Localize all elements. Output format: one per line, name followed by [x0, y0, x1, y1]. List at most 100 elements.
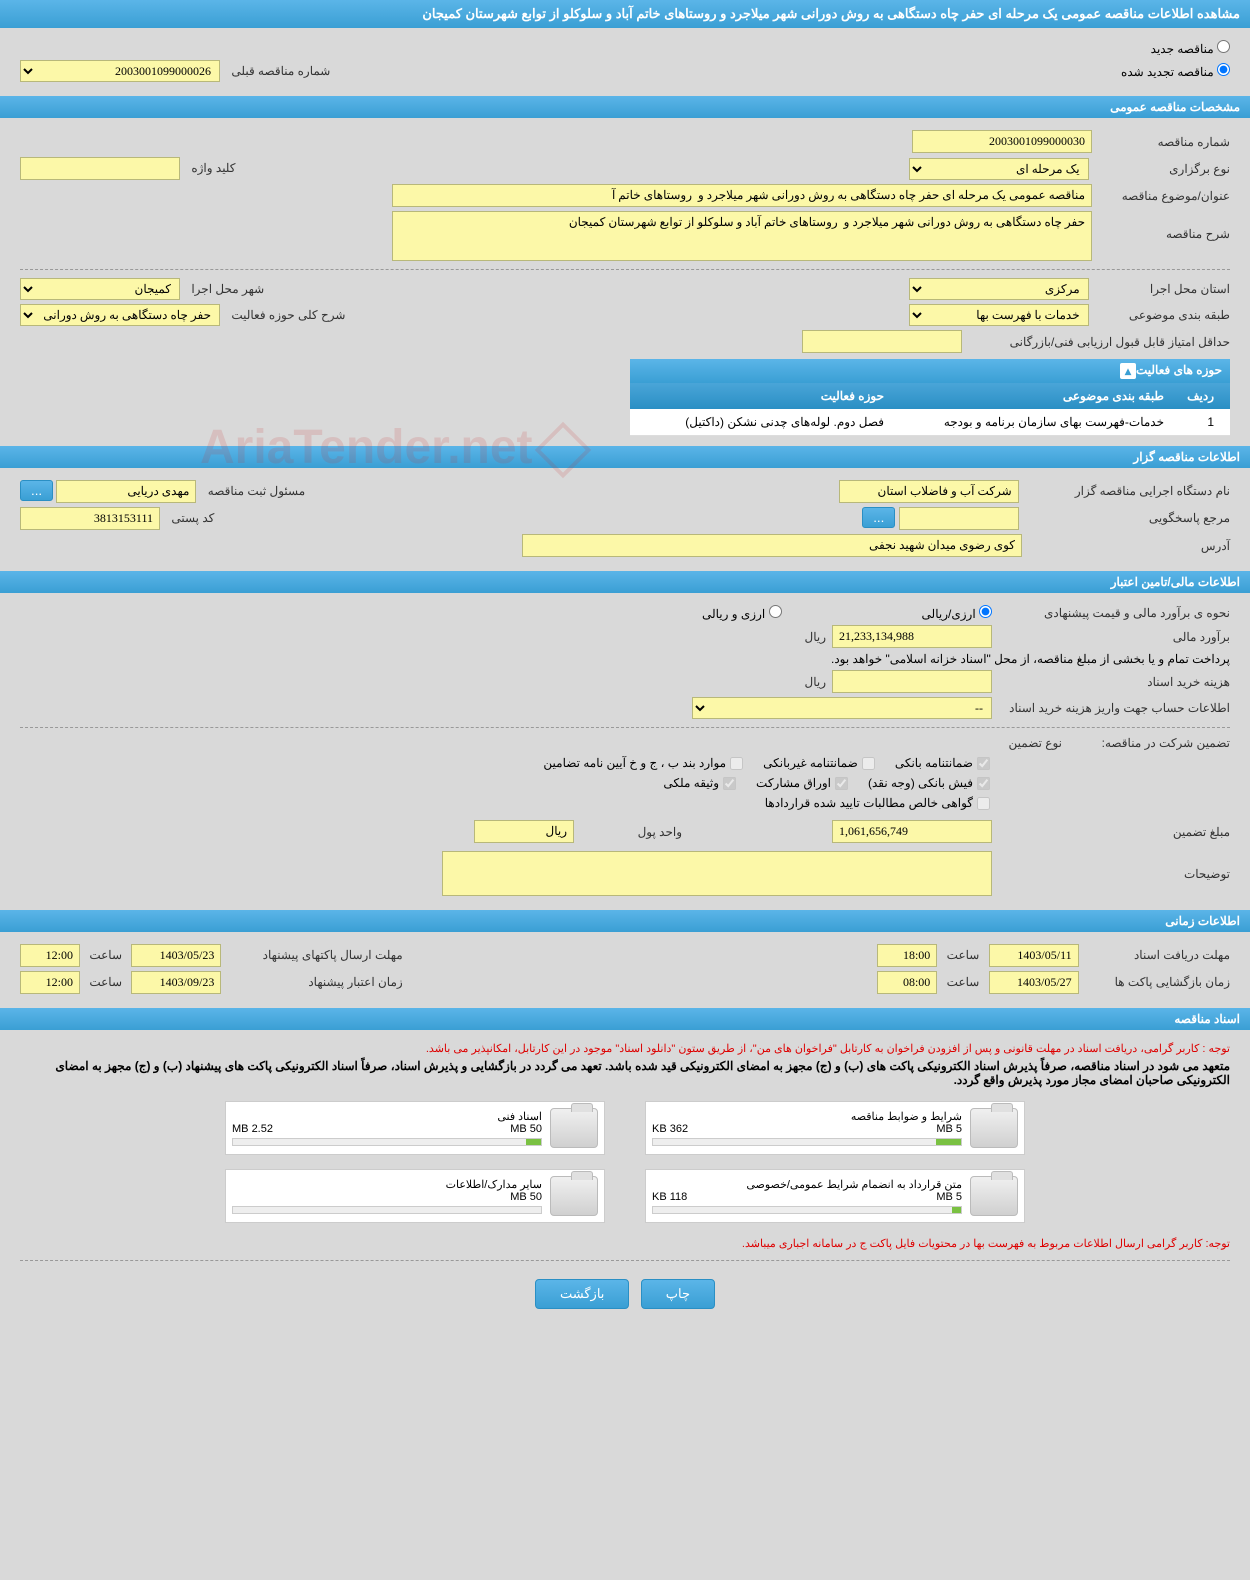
- radio-currency[interactable]: ارزی و ریالی: [702, 605, 782, 621]
- doc-receive-date-input[interactable]: [989, 944, 1079, 967]
- doc-fee-input[interactable]: [832, 670, 992, 693]
- account-info-select[interactable]: --: [692, 697, 992, 719]
- cell-idx: 1: [1172, 413, 1222, 431]
- print-button[interactable]: چاپ: [641, 1279, 715, 1309]
- chk-property[interactable]: وثیقه ملکی: [663, 776, 736, 790]
- activity-scope-select[interactable]: حفر چاه دستگاهی به روش دورانی شهر میلاجر…: [20, 304, 220, 326]
- validity-label: زمان اعتبار پیشنهاد: [233, 975, 403, 989]
- col-row: ردیف: [1172, 387, 1222, 405]
- description-textarea[interactable]: [392, 211, 1092, 261]
- response-ref-label: مرجع پاسخگویی: [1030, 511, 1230, 525]
- radio-renewed-tender[interactable]: مناقصه تجدید شده: [1121, 63, 1230, 79]
- doc-fee-label: هزینه خرید اسناد: [1000, 675, 1230, 689]
- subject-input[interactable]: [392, 184, 1092, 207]
- back-button[interactable]: بازگشت: [535, 1279, 629, 1309]
- packet-send-date-input[interactable]: [131, 944, 221, 967]
- response-ref-input[interactable]: [899, 507, 1019, 530]
- keyword-input[interactable]: [20, 157, 180, 180]
- executive-name-input[interactable]: [839, 480, 1019, 503]
- address-label: آدرس: [1030, 539, 1230, 553]
- page-title: مشاهده اطلاعات مناقصه عمومی یک مرحله ای …: [0, 0, 1250, 28]
- prev-number-label: شماره مناقصه قبلی: [231, 64, 330, 78]
- docs-note2: متعهد می شود در اسناد مناقصه، صرفاً پذیر…: [20, 1059, 1230, 1087]
- packet-send-deadline-label: مهلت ارسال پاکتهای پیشنهاد: [233, 948, 403, 962]
- doc-fee-currency: ریال: [746, 675, 826, 689]
- doc-receive-deadline-label: مهلت دریافت اسناد: [1090, 948, 1230, 962]
- holding-type-select[interactable]: یک مرحله ای: [909, 158, 1089, 180]
- estimate-input[interactable]: [832, 625, 992, 648]
- time-label-2: ساعت: [89, 948, 122, 962]
- executive-name-label: نام دستگاه اجرایی مناقصه گزار: [1030, 484, 1230, 498]
- section-time-info: اطلاعات زمانی: [0, 910, 1250, 932]
- min-score-input[interactable]: [802, 330, 962, 353]
- validity-date-input[interactable]: [131, 971, 221, 994]
- money-unit-input[interactable]: [474, 820, 574, 843]
- opening-date-input[interactable]: [989, 971, 1079, 994]
- time-label-4: ساعت: [89, 975, 122, 989]
- exec-city-select[interactable]: کمیجان: [20, 278, 180, 300]
- opening-label: زمان بازگشایی پاکت ها: [1090, 975, 1230, 989]
- money-unit-label: واحد پول: [582, 825, 682, 839]
- activity-table-header: حوزه های فعالیت ▴: [630, 359, 1230, 383]
- section-tender-docs: اسناد مناقصه: [0, 1008, 1250, 1030]
- radio-new-tender[interactable]: مناقصه جدید: [1151, 40, 1230, 56]
- collapse-icon[interactable]: ▴: [1120, 363, 1136, 379]
- guarantee-amount-input[interactable]: [832, 820, 992, 843]
- notes-textarea[interactable]: [442, 851, 992, 896]
- file-box-2[interactable]: متن قرارداد به انضمام شرایط عمومی/خصوصی …: [645, 1169, 1025, 1223]
- exec-province-label: استان محل اجرا: [1100, 282, 1230, 296]
- treasury-note: پرداخت تمام و یا بخشی از مبلغ مناقصه، از…: [831, 652, 1230, 666]
- exec-city-label: شهر محل اجرا: [191, 282, 264, 296]
- exec-province-select[interactable]: مرکزی: [909, 278, 1089, 300]
- file-box-0[interactable]: شرایط و ضوابط مناقصه 5 MB362 KB: [645, 1101, 1025, 1155]
- registrant-lookup-button[interactable]: ...: [20, 480, 53, 501]
- estimate-method-label: نحوه ی برآورد مالی و قیمت پیشنهادی: [1000, 606, 1230, 620]
- validity-time-input[interactable]: [20, 971, 80, 994]
- subject-label: عنوان/موضوع مناقصه: [1100, 189, 1230, 203]
- chk-nonbank-guarantee[interactable]: ضمانتنامه غیربانکی: [763, 756, 875, 770]
- col-category: طبقه بندی موضوعی: [892, 387, 1172, 405]
- packet-send-time-input[interactable]: [20, 944, 80, 967]
- doc-receive-time-input[interactable]: [877, 944, 937, 967]
- table-row: 1 خدمات-فهرست بهای سازمان برنامه و بودجه…: [630, 409, 1230, 436]
- address-input[interactable]: [522, 534, 1022, 557]
- activity-table-title: حوزه های فعالیت: [1136, 363, 1222, 379]
- time-label-3: ساعت: [947, 975, 980, 989]
- notes-label: توضیحات: [1000, 851, 1230, 881]
- file-title-3: سایر مدارک/اطلاعات: [232, 1178, 542, 1191]
- holding-type-label: نوع برگزاری: [1100, 162, 1230, 176]
- description-label: شرح مناقصه: [1100, 211, 1230, 241]
- guarantee-amount-label: مبلغ تضمین: [1000, 825, 1230, 839]
- prev-number-select[interactable]: 2003001099000026: [20, 60, 220, 82]
- response-ref-lookup-button[interactable]: ...: [862, 507, 895, 528]
- docs-note3: توجه: کاربر گرامی ارسال اطلاعات مربوط به…: [20, 1237, 1230, 1250]
- postal-code-input[interactable]: [20, 507, 160, 530]
- chk-partnership[interactable]: اوراق مشارکت: [756, 776, 848, 790]
- chk-bank-guarantee[interactable]: ضمانتنامه بانکی: [895, 756, 990, 770]
- tender-number-label: شماره مناقصه: [1100, 135, 1230, 149]
- section-financial-info: اطلاعات مالی/تامین اعتبار: [0, 571, 1250, 593]
- min-score-label: حداقل امتیاز قابل قبول ارزیابی فنی/بازرگ…: [970, 335, 1230, 349]
- tender-number-input[interactable]: [912, 130, 1092, 153]
- registrant-input[interactable]: [56, 480, 196, 503]
- activity-scope-label: شرح کلی حوزه فعالیت: [231, 308, 345, 322]
- opening-time-input[interactable]: [877, 971, 937, 994]
- cell-scope: فصل دوم. لوله‌های چدنی نشکن (داکتیل): [638, 413, 892, 431]
- docs-note1: توجه : کاربر گرامی، دریافت اسناد در مهلت…: [20, 1042, 1230, 1055]
- registrant-label: مسئول ثبت مناقصه: [208, 484, 305, 498]
- section-general-specs: مشخصات مناقصه عمومی: [0, 96, 1250, 118]
- category-select[interactable]: خدمات با فهرست بها: [909, 304, 1089, 326]
- category-label: طبقه بندی موضوعی: [1100, 308, 1230, 322]
- chk-clause-bch[interactable]: موارد بند ب ، ج و خ آیین نامه تضامین: [543, 756, 743, 770]
- file-box-1[interactable]: اسناد فنی 50 MB2.52 MB: [225, 1101, 605, 1155]
- folder-icon: [550, 1108, 598, 1148]
- chk-net-claims[interactable]: گواهی خالص مطالبات تایید شده قراردادها: [765, 796, 990, 810]
- file-box-3[interactable]: سایر مدارک/اطلاعات 50 MB: [225, 1169, 605, 1223]
- new-tender-label: مناقصه جدید: [1151, 42, 1214, 56]
- chk-bank-receipt[interactable]: فیش بانکی (وجه نقد): [868, 776, 990, 790]
- file-title-0: شرایط و ضوابط مناقصه: [652, 1110, 962, 1123]
- radio-rial[interactable]: ارزی/ریالی: [922, 605, 992, 621]
- folder-icon: [550, 1176, 598, 1216]
- folder-icon: [970, 1108, 1018, 1148]
- time-label-1: ساعت: [947, 948, 980, 962]
